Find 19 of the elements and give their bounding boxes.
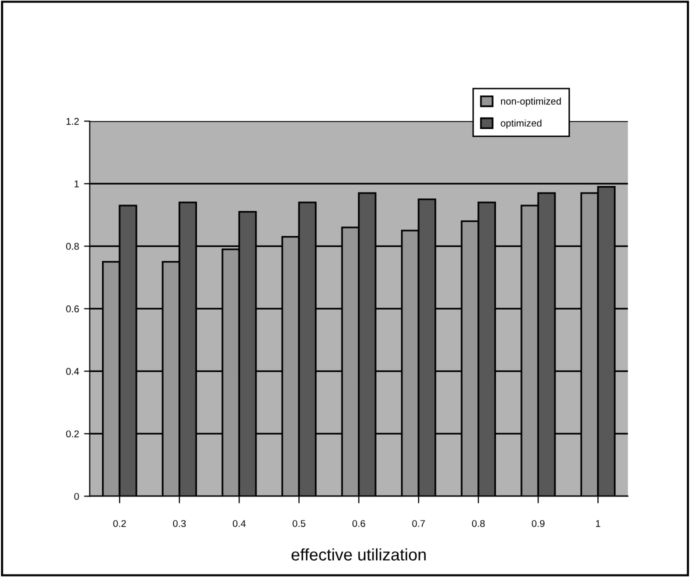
y-tick-label: 0.2 [66,430,79,438]
legend-label: optimized [500,119,542,129]
y-tick-label: 0 [74,492,79,500]
legend-label: non-optimized [501,98,561,107]
x-tick-label: 0.3 [173,520,186,527]
x-tick-label: 0.7 [412,520,425,527]
x-tick-label: 0.2 [113,520,126,527]
y-tick-label: 0.6 [66,305,79,312]
y-tick-label: 0.8 [66,242,79,250]
x-tick-label: 0.9 [532,520,544,527]
x-axis-title: effective utilization [292,548,426,561]
x-tick-label: 0.4 [232,520,246,527]
x-tick-label: 0.8 [472,520,485,527]
x-tick-label: 1 [596,520,600,527]
y-tick-label: 1.2 [66,118,79,125]
x-tick-label: 0.6 [352,520,366,527]
y-tick-label: 0.4 [66,368,79,375]
x-tick-label: 0.5 [292,520,306,527]
y-tick-label: 1 [74,180,79,188]
